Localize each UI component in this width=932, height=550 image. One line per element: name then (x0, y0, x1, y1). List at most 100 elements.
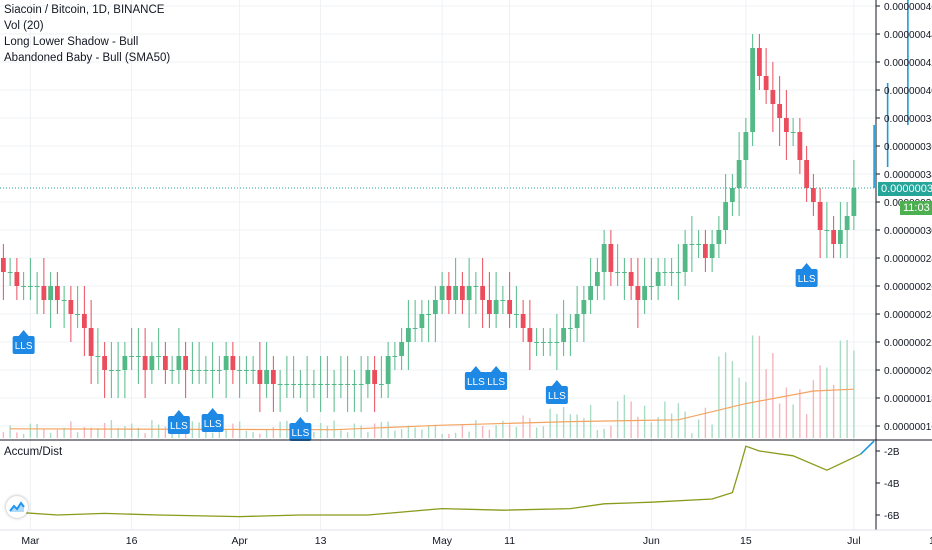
candle-body (345, 384, 351, 385)
candle-body (493, 300, 499, 314)
lls-marker[interactable] (795, 269, 818, 287)
candle-body (331, 384, 337, 385)
candle-body (149, 356, 155, 370)
candle-body (453, 286, 459, 300)
candle-body (378, 384, 384, 385)
price-tick-label: 0.00000028 (884, 254, 932, 265)
price-tick-label: 0.00000020 (884, 366, 932, 377)
candle-body (844, 216, 850, 230)
candle-body (594, 272, 600, 286)
volume-indicator-label[interactable]: Vol (20) (4, 20, 44, 32)
accum-dist-tick-label: -6B (884, 511, 900, 522)
lls-marker-arrow (173, 410, 184, 416)
lls-marker[interactable] (464, 372, 487, 390)
accum-dist-projection (860, 440, 875, 455)
price-tick-label: 0.00000024 (884, 310, 932, 321)
candle-body (662, 272, 668, 273)
abandoned-baby-indicator-label[interactable]: Abandoned Baby - Bull (SMA50) (4, 52, 171, 64)
price-tick-label: 0.00000040 (884, 86, 932, 97)
candle-body (237, 370, 243, 371)
price-tick-label: 0.00000016 (884, 422, 932, 433)
long-lower-shadow-indicator-label[interactable]: Long Lower Shadow - Bull (4, 36, 139, 48)
candle-body (642, 286, 648, 300)
lls-marker[interactable] (12, 336, 35, 354)
price-tick-label: 0.00000046 (884, 2, 932, 13)
candle-body (115, 370, 121, 371)
price-tick-label: 0.00000038 (884, 114, 932, 125)
candle-body (696, 244, 702, 245)
candle-body (176, 356, 182, 370)
accum-dist-line (10, 445, 861, 518)
candle-body (216, 370, 222, 371)
time-axis-labels: Mar16Apr13May11Jun15Jul1327 (21, 535, 932, 547)
candle-body (432, 300, 438, 314)
time-tick-label: May (432, 535, 453, 547)
tradingview-logo-icon[interactable] (6, 496, 28, 518)
candle-body (851, 188, 857, 216)
candle-body (709, 244, 715, 258)
candle-body (736, 160, 742, 188)
time-tick-label: 11 (504, 535, 515, 547)
time-tick-label: Jul (847, 535, 860, 547)
candle-body (837, 230, 843, 244)
lls-marker[interactable] (201, 414, 224, 432)
candle-body (810, 188, 816, 202)
candle-body (277, 384, 283, 385)
lls-marker[interactable] (289, 423, 312, 441)
candle-body (324, 384, 330, 385)
candle-body (385, 356, 391, 384)
candle-body (574, 314, 580, 328)
candle-body (7, 272, 13, 273)
candle-body (581, 300, 587, 314)
lls-marker[interactable] (167, 416, 190, 434)
candle-body (189, 370, 195, 371)
lls-marker-arrow (18, 330, 29, 336)
candle-body (635, 286, 641, 300)
lls-marker-label: LLS (204, 419, 222, 430)
candle-body (534, 342, 540, 343)
candle-body (763, 76, 769, 90)
candle-body (41, 286, 47, 300)
lls-marker[interactable] (485, 372, 508, 390)
price-axis-labels: 0.00000016 0.00000018 0.00000020 0.00000022… (876, 2, 932, 433)
candle-body (547, 342, 553, 343)
candle-body (250, 370, 256, 371)
candle-body (716, 230, 722, 244)
candle-body (790, 132, 796, 133)
lls-marker-label: LLS (291, 428, 309, 439)
candle-body (601, 244, 607, 272)
candle-body (284, 384, 290, 385)
candle-body (34, 286, 40, 287)
candle-body (527, 328, 533, 342)
candle-body (804, 160, 810, 188)
candle-body (183, 356, 189, 370)
candle-body (655, 272, 661, 286)
candle-body (0, 258, 6, 272)
candle-body (264, 370, 270, 384)
candle-body (318, 384, 324, 385)
time-tick-label: 16 (126, 535, 138, 547)
candle-body (419, 314, 425, 328)
candle-body (648, 286, 654, 287)
candle-body (412, 328, 418, 329)
candle-body (682, 244, 688, 272)
accum-dist-label[interactable]: Accum/Dist (4, 446, 63, 458)
lls-marker-label: LLS (548, 391, 566, 402)
candle-body (270, 370, 276, 384)
price-tick-label: 0.00000034 (884, 170, 932, 181)
lls-marker-label: LLS (15, 341, 33, 352)
candle-body (608, 244, 614, 272)
candle-body (81, 314, 87, 328)
lls-marker-arrow (801, 263, 812, 269)
candle-body (129, 356, 135, 357)
lls-marker[interactable] (545, 386, 568, 404)
candle-body (27, 286, 33, 287)
candles (0, 34, 857, 412)
candle-body (257, 370, 263, 384)
time-tick-label: Apr (231, 535, 248, 547)
candle-body (358, 384, 364, 385)
accum-dist-axis-labels: -2B -4B -6B (876, 447, 900, 522)
candle-body (669, 272, 675, 273)
lls-marker-label: LLS (170, 421, 188, 432)
